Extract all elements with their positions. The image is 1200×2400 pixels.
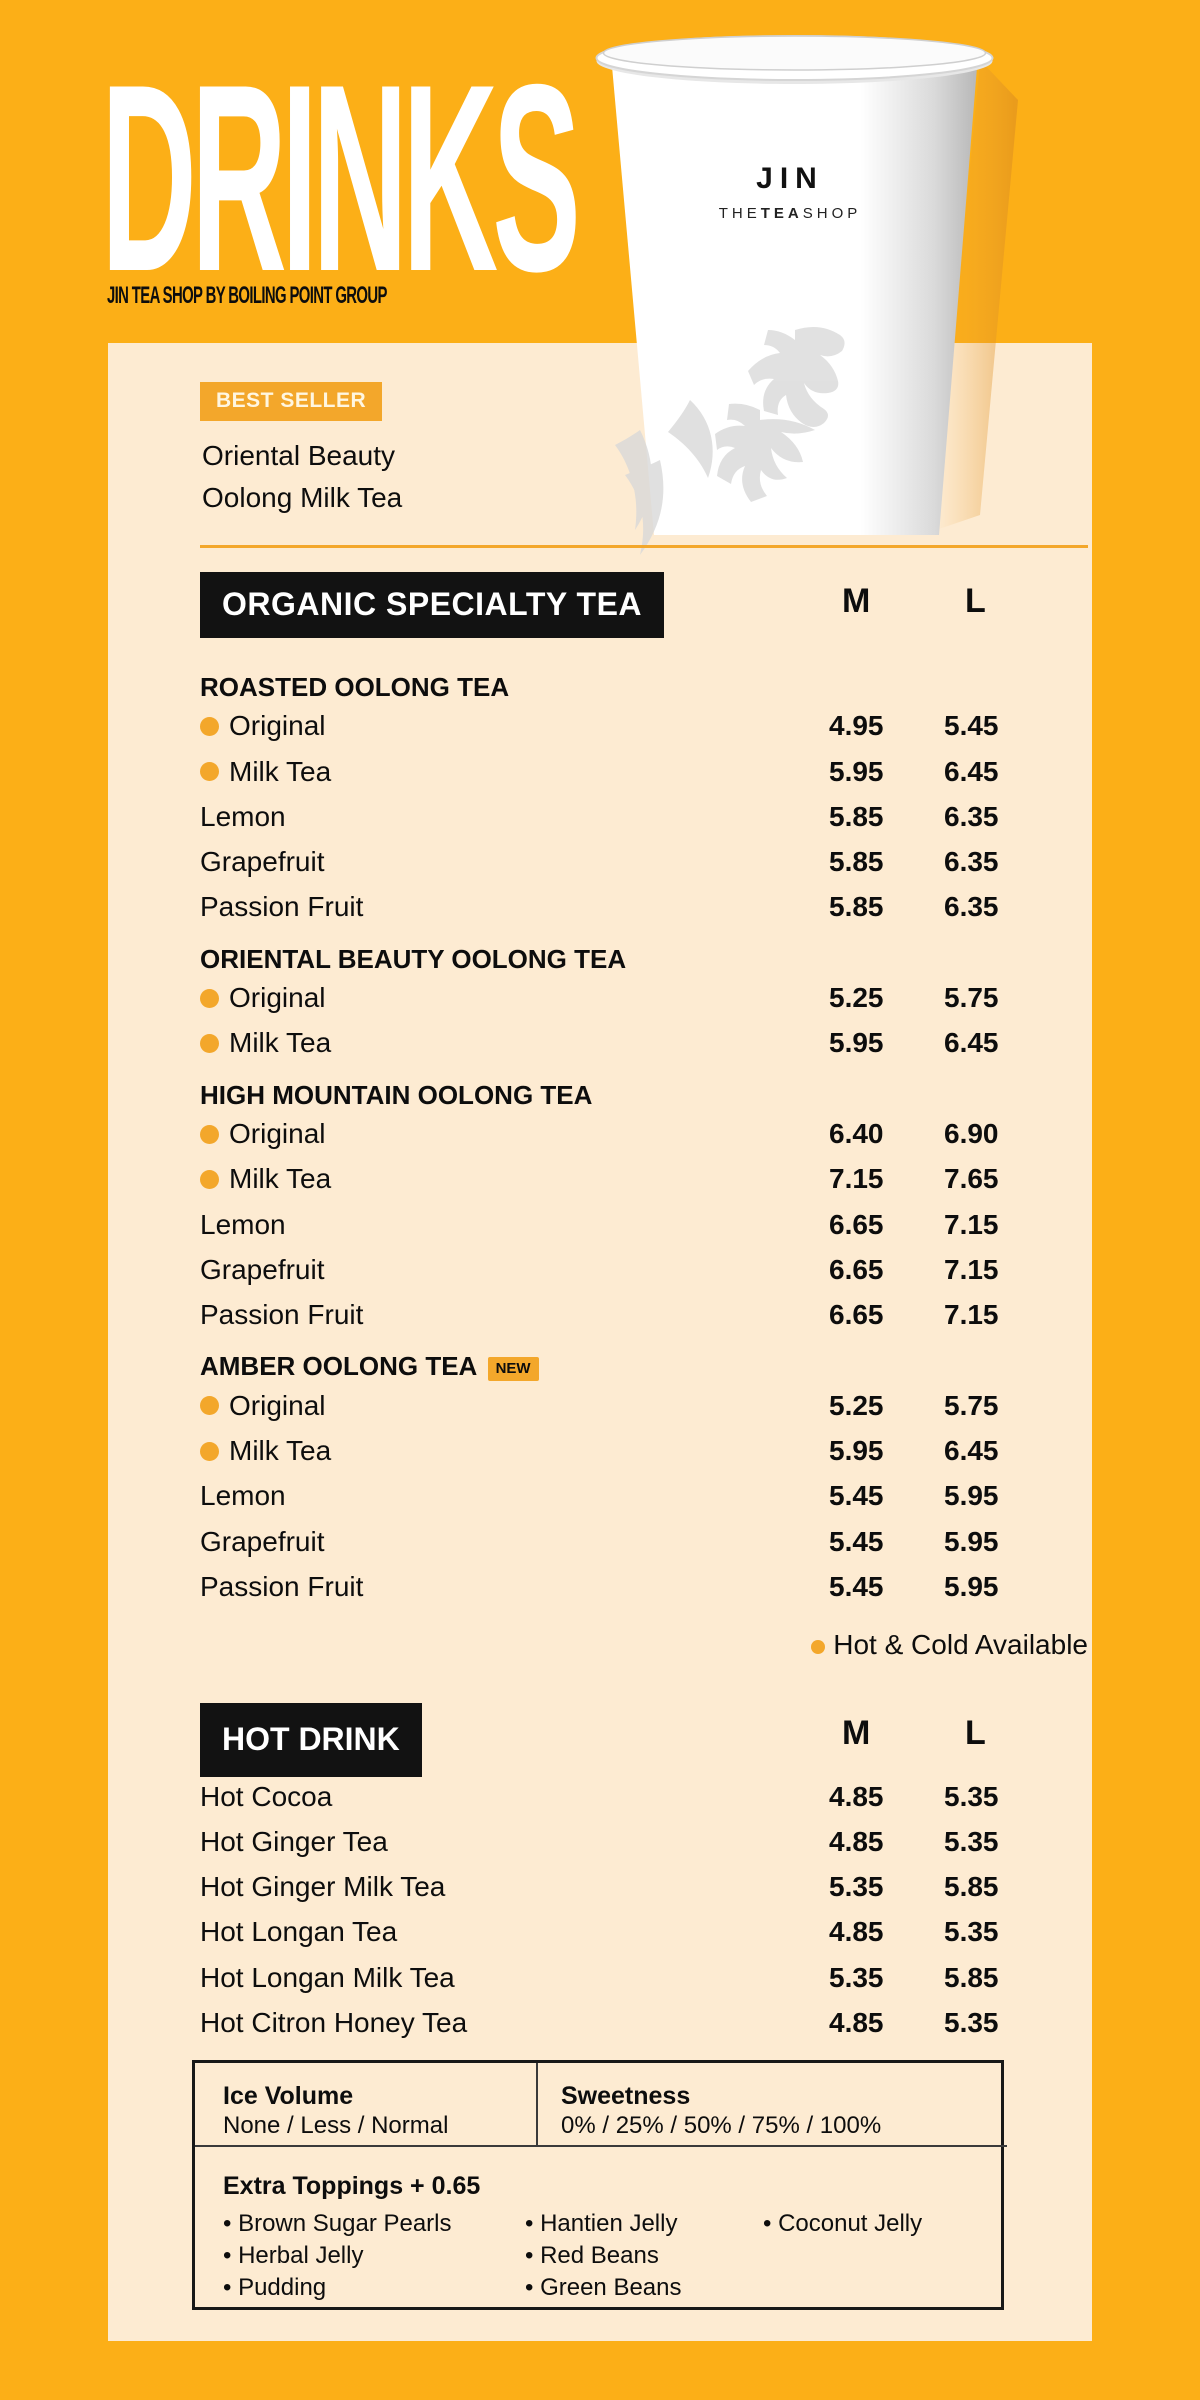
svg-text:JIN: JIN	[756, 162, 824, 195]
svg-text:THETEASHOP: THETEASHOP	[719, 205, 862, 222]
